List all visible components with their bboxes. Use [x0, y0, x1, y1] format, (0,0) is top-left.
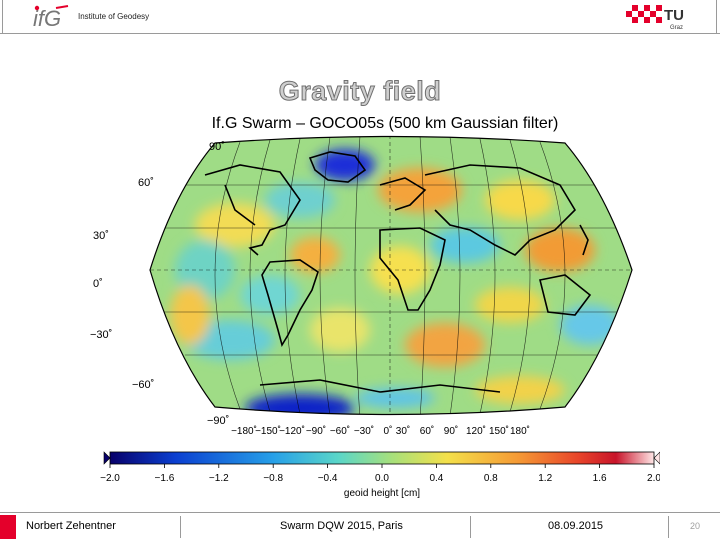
colorbar: −2.0 −1.6 −1.2 −0.8 −0.4 0.0 0.4 0.8 1.2 1.6 2.0 g… — [100, 451, 660, 499]
header-rule — [0, 33, 720, 34]
lon-label: −30˚ — [354, 425, 374, 437]
footer-divider — [470, 516, 471, 538]
colorbar-tick-label: −1.6 — [155, 473, 175, 484]
footer-rule — [0, 512, 720, 513]
slide-footer: Norbert Zehentner Swarm DQW 2015, Paris … — [0, 512, 720, 540]
lat-label: −30˚ — [90, 329, 112, 341]
ifg-logo-text: ifG — [33, 6, 61, 31]
footer-divider — [668, 516, 669, 538]
lon-label: −60˚ — [330, 425, 350, 437]
lon-label: −150˚ — [255, 425, 281, 437]
footer-divider — [180, 516, 181, 538]
lon-label: 180˚ — [510, 425, 530, 437]
lon-label: 0˚ — [384, 425, 393, 437]
colorbar-tick-label: 0.8 — [484, 473, 498, 484]
lon-label: 60˚ — [420, 425, 434, 437]
gravity-field-map: 90˚ 60˚ 30˚ 0˚ −30˚ −60˚ −90˚ −180˚ −150… — [90, 135, 633, 437]
footer-date: 08.09.2015 — [548, 520, 604, 532]
lon-label: 120˚ — [466, 425, 486, 437]
lon-label: 30˚ — [396, 425, 410, 437]
colorbar-tick-label: 0.0 — [375, 473, 389, 484]
colorbar-tick-label: −0.4 — [318, 473, 338, 484]
colorbar-tick-label: 2.0 — [647, 473, 660, 484]
svg-text:Graz: Graz — [670, 25, 683, 31]
header-divider-left — [2, 0, 3, 34]
lon-label: −120˚ — [279, 425, 305, 437]
page-number: 20 — [690, 521, 701, 531]
lat-label: −90˚ — [207, 415, 229, 427]
footer-event: Swarm DQW 2015, Paris — [280, 520, 403, 532]
lat-label: 0˚ — [93, 278, 103, 290]
colorbar-tick-label: 1.6 — [593, 473, 607, 484]
ifg-logo: ifG — [33, 5, 69, 31]
lon-label: −180˚ — [231, 425, 257, 437]
coastlines — [204, 151, 592, 393]
colorbar-tick-label: 1.2 — [538, 473, 552, 484]
lat-label: 60˚ — [138, 177, 154, 189]
lat-label: −60˚ — [132, 379, 154, 391]
colorbar-tick-label: −2.0 — [100, 473, 120, 484]
institute-name: Institute of Geodesy — [78, 12, 150, 21]
slide-header: ifG Institute of Geodesy TU Graz — [0, 0, 720, 34]
geoid-field — [150, 136, 632, 415]
svg-text:TU: TU — [664, 7, 684, 24]
lon-label: 90˚ — [444, 425, 458, 437]
map-graticule — [150, 136, 632, 415]
lon-label: −90˚ — [306, 425, 326, 437]
lon-label: 150˚ — [489, 425, 509, 437]
header-divider-right — [716, 0, 717, 34]
slide-title: Gravity field — [278, 76, 442, 107]
colorbar-gradient — [109, 451, 655, 465]
colorbar-tick-label: −1.2 — [209, 473, 229, 484]
colorbar-tick-label: −0.8 — [263, 473, 283, 484]
footer-accent — [0, 515, 16, 539]
footer-author: Norbert Zehentner — [26, 520, 116, 532]
map-subtitle: If.G Swarm – GOCO05s (500 km Gaussian fi… — [211, 115, 559, 132]
colorbar-label: geoid height [cm] — [344, 488, 420, 499]
tu-graz-logo: TU Graz — [626, 5, 684, 31]
colorbar-tick-label: 0.4 — [429, 473, 443, 484]
lat-label: 30˚ — [93, 230, 109, 242]
globe-outline — [149, 135, 633, 416]
lat-label: 90˚ — [209, 141, 225, 153]
